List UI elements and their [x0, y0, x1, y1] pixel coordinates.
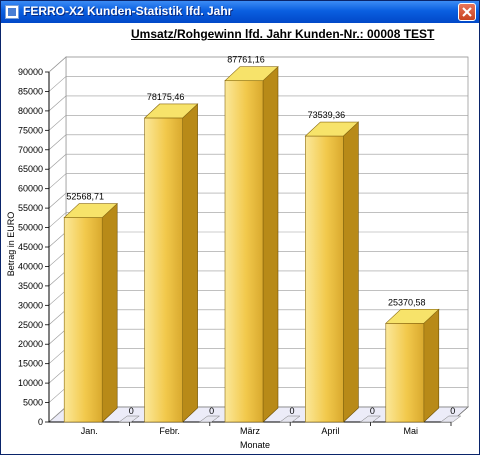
zero-data-label: 0 — [450, 406, 455, 416]
window-title: FERRO-X2 Kunden-Statistik lfd. Jahr — [23, 4, 233, 18]
bar-side — [423, 308, 440, 423]
gridline-diagonal — [48, 192, 67, 209]
data-label: 87761,16 — [227, 55, 265, 65]
bar — [144, 117, 183, 423]
x-tick-label: März — [240, 426, 260, 436]
y-tick-label: 85000 — [18, 86, 43, 96]
gridline-diagonal — [48, 56, 67, 73]
bar — [385, 323, 425, 423]
bar-side — [343, 121, 359, 423]
bar-side — [182, 103, 198, 423]
gridline-diagonal — [48, 95, 67, 112]
y-tick-label: 55000 — [18, 203, 43, 213]
zero-bar — [198, 415, 221, 423]
data-label: 78175,46 — [147, 92, 185, 102]
y-tick-label: 15000 — [18, 359, 43, 369]
y-tick-label: 5000 — [23, 398, 43, 408]
y-tick-label: 0 — [38, 417, 43, 427]
gridline-diagonal — [48, 173, 67, 189]
bar-top — [385, 309, 440, 324]
gridline-diagonal — [48, 231, 67, 248]
y-axis-label: Betrag in EURO — [6, 212, 16, 277]
bar — [305, 135, 344, 423]
data-label: 52568,71 — [66, 192, 104, 202]
gridline-diagonal — [48, 406, 67, 423]
y-tick-label: 80000 — [18, 106, 43, 116]
gridline-diagonal — [48, 134, 67, 151]
y-tick-label: 10000 — [18, 378, 43, 388]
axis-layer: 0 5000 10000 15000 20000 25000 30000 35000 40000… — [18, 67, 452, 436]
gridline-diagonal — [48, 115, 67, 131]
gridline-diagonal — [48, 309, 67, 326]
data-label: 25370,58 — [388, 297, 426, 307]
y-tick-label: 25000 — [18, 320, 43, 330]
zero-data-label: 0 — [289, 406, 294, 416]
gridline-diagonal — [48, 348, 67, 364]
gridline-diagonal — [48, 367, 67, 384]
bar-top — [63, 203, 118, 218]
bar-top — [224, 66, 279, 82]
zero-bar — [359, 415, 382, 423]
zero-bar — [440, 415, 462, 423]
gridline-diagonal — [48, 76, 67, 92]
zero-data-label: 0 — [370, 406, 375, 416]
chart-title: Umsatz/Rohgewinn lfd. Jahr Kunden-Nr.: 0… — [131, 27, 435, 41]
bar-top — [304, 121, 360, 137]
y-tick-label: 50000 — [18, 223, 43, 233]
bar-side — [262, 66, 279, 423]
x-tick-label: Jan. — [81, 426, 98, 436]
gridline-diagonal — [48, 387, 67, 403]
data-label: 73539,36 — [308, 110, 346, 120]
y-tick-label: 30000 — [18, 300, 43, 310]
y-tick-label: 90000 — [18, 67, 43, 77]
x-tick-label: Febr. — [159, 426, 180, 436]
zero-data-label: 0 — [209, 406, 214, 416]
x-tick-label: Mai — [404, 426, 419, 436]
y-tick-label: 75000 — [18, 125, 43, 135]
y-tick-label: 20000 — [18, 339, 43, 349]
zero-bar — [118, 415, 140, 423]
x-axis-label: Monate — [240, 440, 270, 450]
label-layer: 52568,71 0 78175,46 0 87761,16 0 73539,36 0 2537… — [66, 55, 455, 416]
y-tick-label: 40000 — [18, 261, 43, 271]
gridline-diagonal — [48, 328, 67, 345]
gridline-diagonal — [48, 153, 67, 170]
gridline-diagonal — [48, 251, 67, 267]
title-bar[interactable]: FERRO-X2 Kunden-Statistik lfd. Jahr — [1, 1, 479, 23]
y-tick-label: 60000 — [18, 184, 43, 194]
gridline-diagonal — [48, 290, 67, 306]
close-button[interactable] — [458, 3, 476, 21]
app-icon — [5, 5, 19, 19]
bar — [63, 217, 103, 423]
zero-bar — [279, 415, 301, 423]
y-tick-label: 70000 — [18, 145, 43, 155]
y-tick-label: 65000 — [18, 164, 43, 174]
x-tick-label: April — [321, 426, 339, 436]
zero-data-label: 0 — [129, 406, 134, 416]
bar — [224, 80, 264, 423]
bar-top — [143, 103, 199, 119]
gridline-diagonal — [48, 212, 67, 228]
bar-layer — [63, 66, 462, 423]
y-tick-label: 45000 — [18, 242, 43, 252]
close-icon — [462, 7, 472, 17]
gridline-diagonal — [48, 270, 67, 287]
bar-side — [101, 202, 118, 423]
y-tick-label: 35000 — [18, 281, 43, 291]
